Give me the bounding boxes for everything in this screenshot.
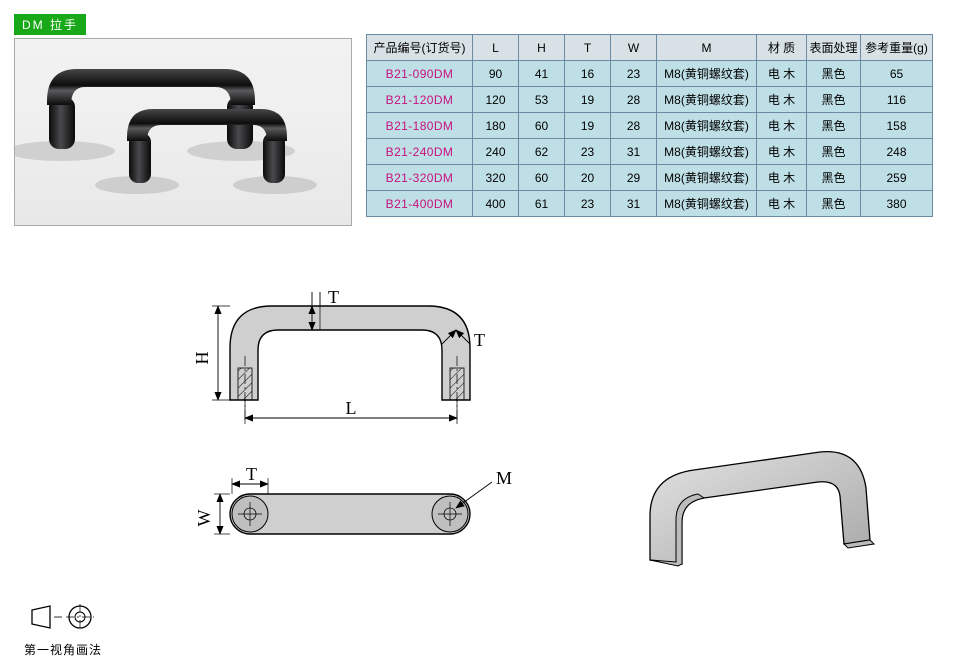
table-row: B21-120DM120531928M8(黄铜螺纹套)电 木黑色116: [367, 87, 933, 113]
cell-value: M8(黄铜螺纹套): [657, 139, 757, 165]
cell-value: 黑色: [807, 191, 861, 217]
cell-value: 电 木: [757, 165, 807, 191]
cell-value: 黑色: [807, 87, 861, 113]
cell-value: 60: [519, 113, 565, 139]
th-t: T: [565, 35, 611, 61]
spec-table: 产品编号(订货号) L H T W M 材 质 表面处理 参考重量(g) B21…: [366, 34, 933, 217]
table-row: B21-090DM90411623M8(黄铜螺纹套)电 木黑色65: [367, 61, 933, 87]
dim-t-right: T: [474, 330, 485, 350]
cell-partnum: B21-180DM: [367, 113, 473, 139]
dim-l: L: [346, 398, 357, 418]
photo-area: DM 拉手: [14, 14, 352, 226]
technical-drawings: H T T L: [60, 290, 940, 620]
dim-h: H: [192, 352, 212, 365]
cell-value: 黑色: [807, 165, 861, 191]
cell-value: 29: [611, 165, 657, 191]
cell-value: 180: [473, 113, 519, 139]
cell-value: 158: [861, 113, 933, 139]
table-row: B21-180DM180601928M8(黄铜螺纹套)电 木黑色158: [367, 113, 933, 139]
cell-value: 259: [861, 165, 933, 191]
th-weight: 参考重量(g): [861, 35, 933, 61]
cell-value: 16: [565, 61, 611, 87]
cell-value: 41: [519, 61, 565, 87]
th-partnum: 产品编号(订货号): [367, 35, 473, 61]
th-w: W: [611, 35, 657, 61]
cell-partnum: B21-090DM: [367, 61, 473, 87]
cell-value: 电 木: [757, 113, 807, 139]
th-material: 材 质: [757, 35, 807, 61]
cell-value: M8(黄铜螺纹套): [657, 165, 757, 191]
cell-value: 400: [473, 191, 519, 217]
cell-value: 电 木: [757, 61, 807, 87]
cell-value: 23: [611, 61, 657, 87]
th-h: H: [519, 35, 565, 61]
table-row: B21-400DM400612331M8(黄铜螺纹套)电 木黑色380: [367, 191, 933, 217]
dim-w: W: [194, 510, 214, 527]
projection-symbol: 第一视角画法: [24, 602, 102, 658]
cell-value: 23: [565, 191, 611, 217]
cell-value: 248: [861, 139, 933, 165]
cell-value: 19: [565, 113, 611, 139]
cell-value: 28: [611, 87, 657, 113]
cell-partnum: B21-320DM: [367, 165, 473, 191]
dim-t-top: T: [328, 290, 339, 307]
cell-value: 116: [861, 87, 933, 113]
cell-partnum: B21-240DM: [367, 139, 473, 165]
cell-value: 90: [473, 61, 519, 87]
cell-value: M8(黄铜螺纹套): [657, 61, 757, 87]
cell-value: 380: [861, 191, 933, 217]
cell-value: 120: [473, 87, 519, 113]
product-photo: [14, 38, 352, 226]
cell-value: 黑色: [807, 61, 861, 87]
cell-value: 61: [519, 191, 565, 217]
cell-value: M8(黄铜螺纹套): [657, 87, 757, 113]
cell-value: 电 木: [757, 87, 807, 113]
cell-value: 电 木: [757, 139, 807, 165]
cell-value: 黑色: [807, 113, 861, 139]
cell-value: 电 木: [757, 191, 807, 217]
th-m: M: [657, 35, 757, 61]
cell-partnum: B21-120DM: [367, 87, 473, 113]
dim-m: M: [496, 468, 512, 488]
cell-value: 黑色: [807, 139, 861, 165]
table-header-row: 产品编号(订货号) L H T W M 材 质 表面处理 参考重量(g): [367, 35, 933, 61]
cell-value: M8(黄铜螺纹套): [657, 113, 757, 139]
cell-value: 62: [519, 139, 565, 165]
cell-partnum: B21-400DM: [367, 191, 473, 217]
cell-value: 65: [861, 61, 933, 87]
cell-value: 19: [565, 87, 611, 113]
product-tag: DM 拉手: [14, 14, 86, 35]
th-surface: 表面处理: [807, 35, 861, 61]
table-row: B21-240DM240622331M8(黄铜螺纹套)电 木黑色248: [367, 139, 933, 165]
dim-t-bottom: T: [246, 464, 257, 484]
th-l: L: [473, 35, 519, 61]
cell-value: 23: [565, 139, 611, 165]
cell-value: 53: [519, 87, 565, 113]
cell-value: M8(黄铜螺纹套): [657, 191, 757, 217]
cell-value: 31: [611, 191, 657, 217]
cell-value: 28: [611, 113, 657, 139]
projection-label: 第一视角画法: [24, 641, 102, 658]
cell-value: 320: [473, 165, 519, 191]
cell-value: 240: [473, 139, 519, 165]
table-row: B21-320DM320602029M8(黄铜螺纹套)电 木黑色259: [367, 165, 933, 191]
cell-value: 60: [519, 165, 565, 191]
cell-value: 31: [611, 139, 657, 165]
cell-value: 20: [565, 165, 611, 191]
